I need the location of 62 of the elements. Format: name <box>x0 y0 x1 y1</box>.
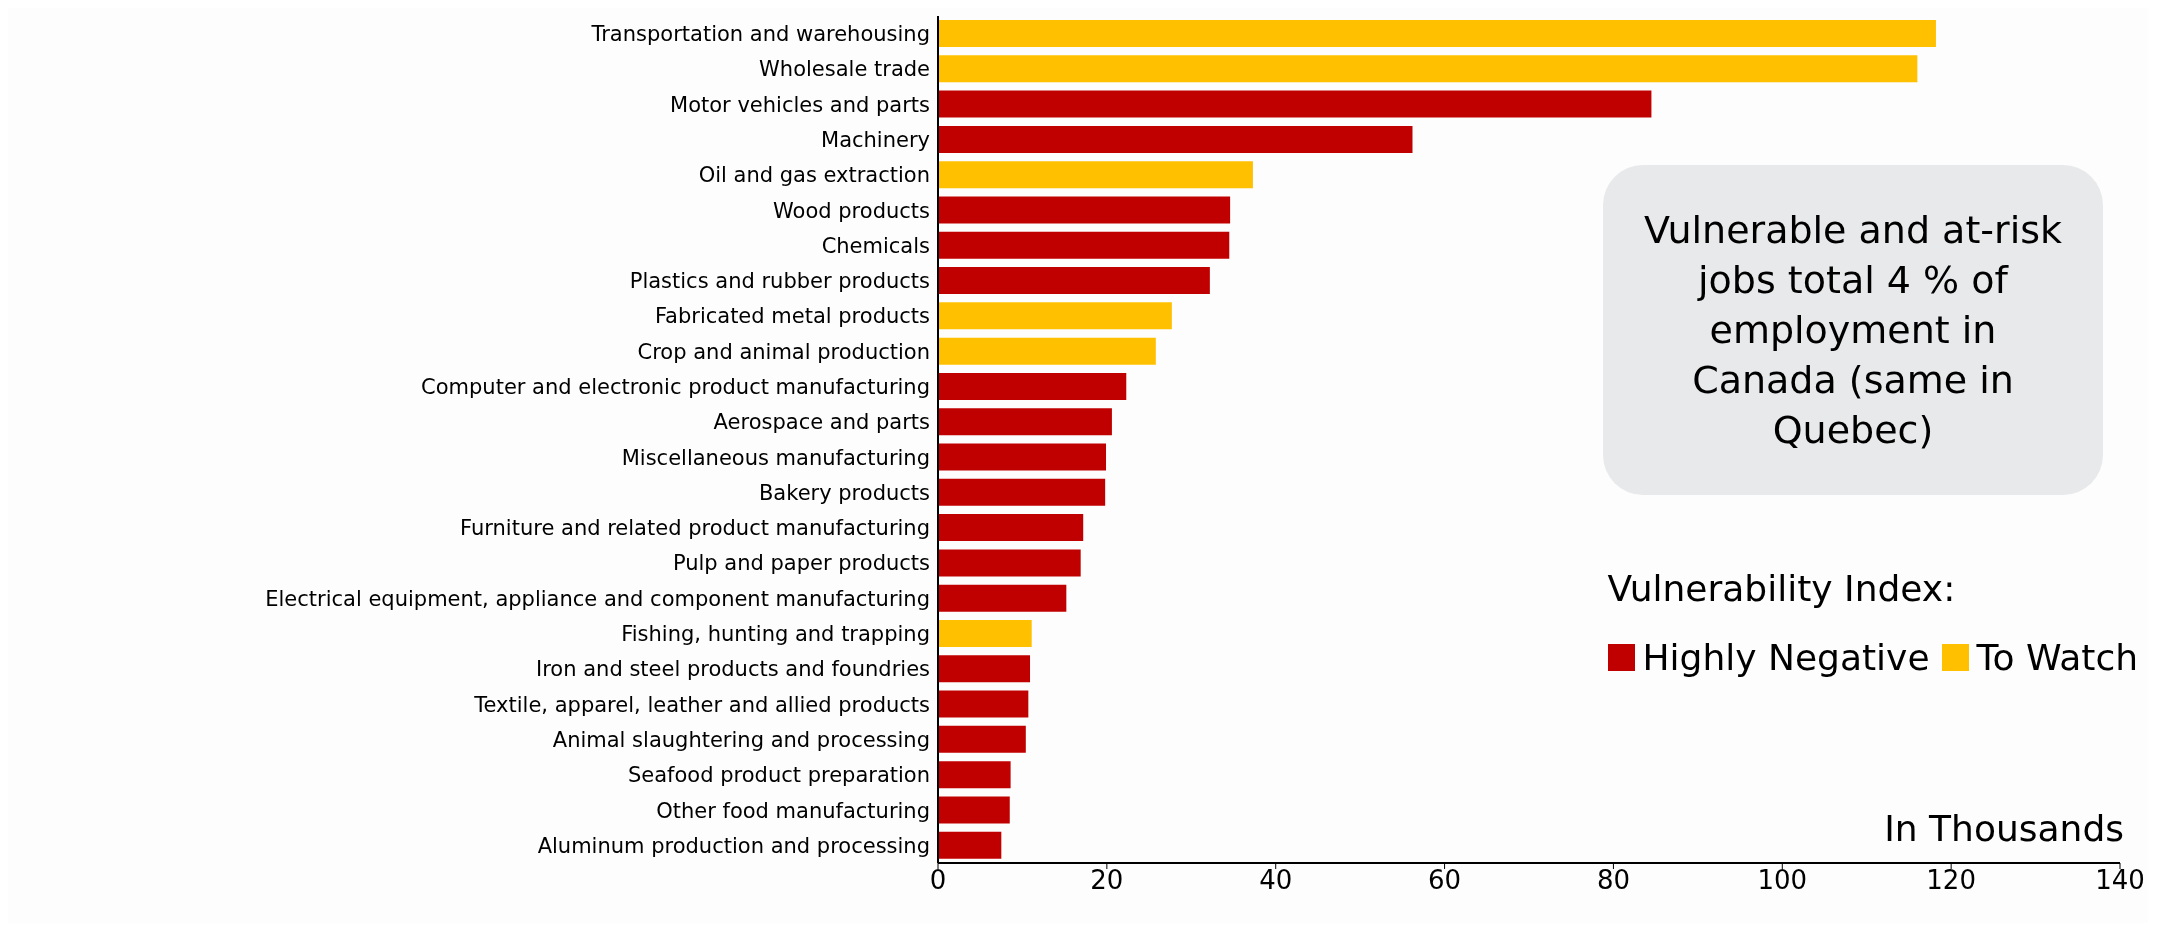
bar <box>938 302 1172 330</box>
x-tick-label: 120 <box>1926 865 1976 896</box>
x-tick-label: 100 <box>1757 865 1808 896</box>
x-tick-label: 0 <box>929 865 947 896</box>
y-tick-label: Bakery products <box>758 480 930 505</box>
y-tick-label: Furniture and related product manufacturing <box>460 516 930 541</box>
y-tick-label: Miscellaneous manufacturing <box>621 445 930 470</box>
bar <box>938 796 1010 824</box>
y-tick-label: Animal slaughtering and processing <box>552 727 930 752</box>
y-tick-label: Wood products <box>773 198 930 223</box>
y-tick-label: Crop and animal production <box>637 339 930 364</box>
y-tick-label: Computer and electronic product manufacturing <box>421 375 930 400</box>
bar <box>938 125 1413 153</box>
bar <box>938 161 1253 189</box>
y-tick-label: Iron and steel products and foundries <box>536 657 930 682</box>
bar <box>938 655 1031 683</box>
bar <box>938 55 1918 83</box>
legend-title: Vulnerability Index: <box>1607 568 1957 609</box>
callout-box: Vulnerable and at-risk jobs total 4 % of employment in Canada (same in Quebec) <box>1603 165 2103 495</box>
y-tick-label: Aerospace and parts <box>713 410 930 435</box>
bar <box>938 725 1026 753</box>
bar <box>938 478 1106 506</box>
bar <box>938 408 1112 436</box>
y-tick-label: Motor vehicles and parts <box>670 92 930 117</box>
y-tick-label: Aluminum production and processing <box>537 833 930 858</box>
bar <box>938 514 1084 542</box>
x-axis-title: In Thousands <box>1884 808 2124 849</box>
bar <box>938 584 1067 612</box>
y-tick-label: Fabricated metal products <box>654 304 930 329</box>
bar <box>938 337 1156 365</box>
legend-label: Highly Negative <box>1642 637 1930 678</box>
y-tick-label: Transportation and warehousing <box>590 22 930 47</box>
bar <box>938 831 1002 859</box>
bar <box>938 20 1936 47</box>
y-tick-label: Plastics and rubber products <box>629 269 930 294</box>
bar <box>938 372 1127 400</box>
bar <box>938 690 1029 718</box>
x-tick-label: 20 <box>1090 865 1124 896</box>
y-tick-label: Textile, apparel, leather and allied products <box>473 692 930 717</box>
x-tick-label: 80 <box>1596 865 1630 896</box>
y-tick-label: Other food manufacturing <box>656 798 930 823</box>
x-tick-label: 140 <box>2095 865 2145 896</box>
y-tick-label: Pulp and paper products <box>672 551 930 576</box>
y-tick-label: Electrical equipment, appliance and component manufacturing <box>265 586 930 611</box>
bar <box>938 231 1230 259</box>
y-tick-label: Seafood product preparation <box>627 763 930 788</box>
bar <box>938 90 1652 118</box>
y-tick-label: Fishing, hunting and trapping <box>621 622 930 647</box>
annotation: Vulnerable and at-risk jobs total 4 % of employment in Canada (same in Quebec) <box>1643 207 2063 454</box>
bar <box>938 761 1011 789</box>
bar <box>938 267 1210 295</box>
bar <box>938 196 1231 224</box>
y-tick-label: Chemicals <box>821 233 930 258</box>
y-tick-label: Machinery <box>821 127 930 152</box>
bar <box>938 619 1032 647</box>
bar <box>938 549 1081 577</box>
bar <box>938 443 1107 471</box>
y-tick-label: Oil and gas extraction <box>698 163 930 188</box>
x-tick-label: 60 <box>1428 865 1462 896</box>
y-tick-label: Wholesale trade <box>759 57 930 82</box>
legend-label: To Watch <box>1976 637 2138 678</box>
x-tick-label: 40 <box>1259 865 1293 896</box>
